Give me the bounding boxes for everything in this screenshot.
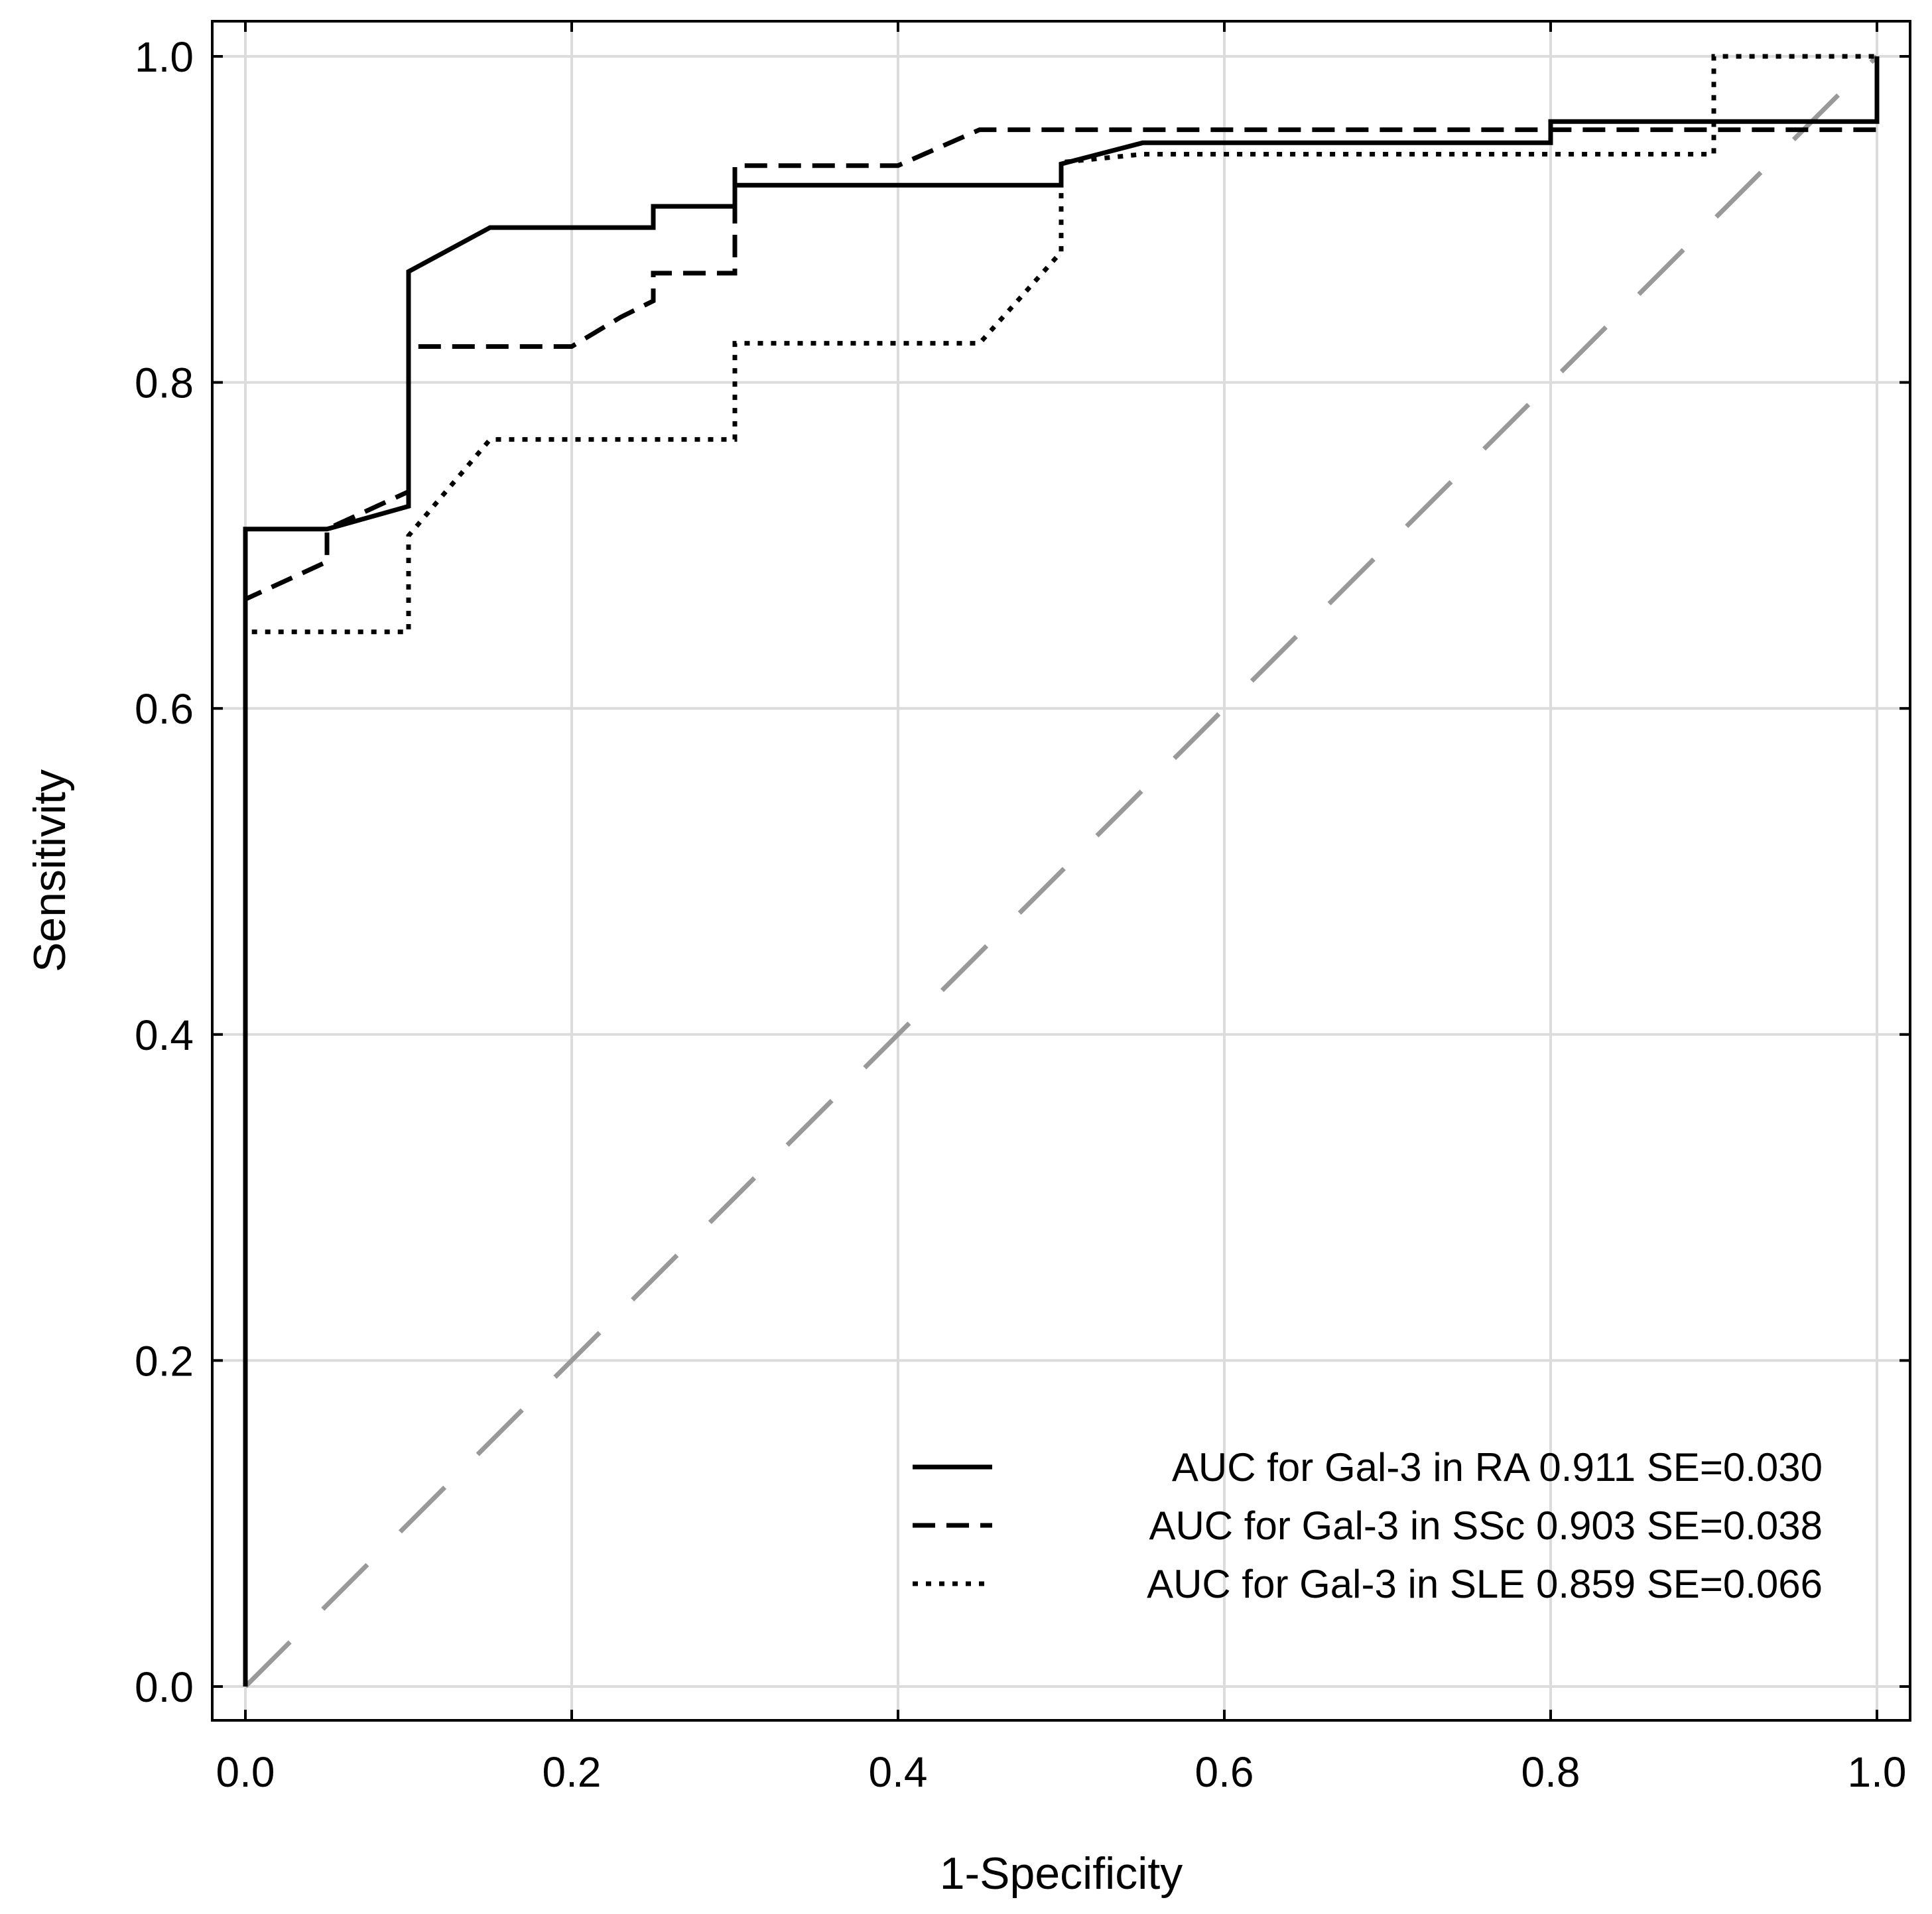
x-tick-label: 0.6 [1195, 1748, 1254, 1796]
plot-frame [211, 20, 1911, 1722]
x-axis-title: 1-Specificity [940, 1848, 1183, 1899]
y-tick-label: 1.0 [135, 33, 194, 81]
x-tick-label: 0.8 [1521, 1748, 1580, 1796]
y-tick-label: 0.0 [135, 1663, 194, 1711]
series-line-dashed [243, 127, 1880, 1687]
y-tick-label: 0.2 [135, 1337, 194, 1385]
x-tick-label: 1.0 [1848, 1748, 1907, 1796]
y-tick-label: 0.8 [135, 359, 194, 407]
grid-lines [212, 21, 1910, 1720]
legend: AUC for Gal-3 in RA 0.911 SE=0.030 AUC fo… [913, 1445, 1823, 1606]
x-tick-label: 0.4 [869, 1748, 928, 1796]
legend-label: AUC for Gal-3 in SLE 0.859 SE=0.066 [1147, 1562, 1823, 1606]
y-axis-title: Sensitivity [25, 769, 75, 972]
reference-diagonal-line [243, 54, 1879, 1689]
series-layer [243, 54, 1880, 1689]
legend-label: AUC for Gal-3 in RA 0.911 SE=0.030 [1172, 1445, 1823, 1490]
x-tick-label: 0.0 [216, 1748, 275, 1796]
x-tick-label: 0.2 [543, 1748, 602, 1796]
y-tick-label: 0.6 [135, 685, 194, 733]
legend-label: AUC for Gal-3 in SSc 0.903 SE=0.038 [1149, 1503, 1823, 1548]
axis-ticks: 0.0 0.2 0.4 0.6 0.8 1.0 0.0 0.2 0.4 0.6 0.8 1.0 [135, 21, 1910, 1796]
series-line-dotted [243, 54, 1877, 1687]
y-tick-label: 0.4 [135, 1011, 194, 1059]
